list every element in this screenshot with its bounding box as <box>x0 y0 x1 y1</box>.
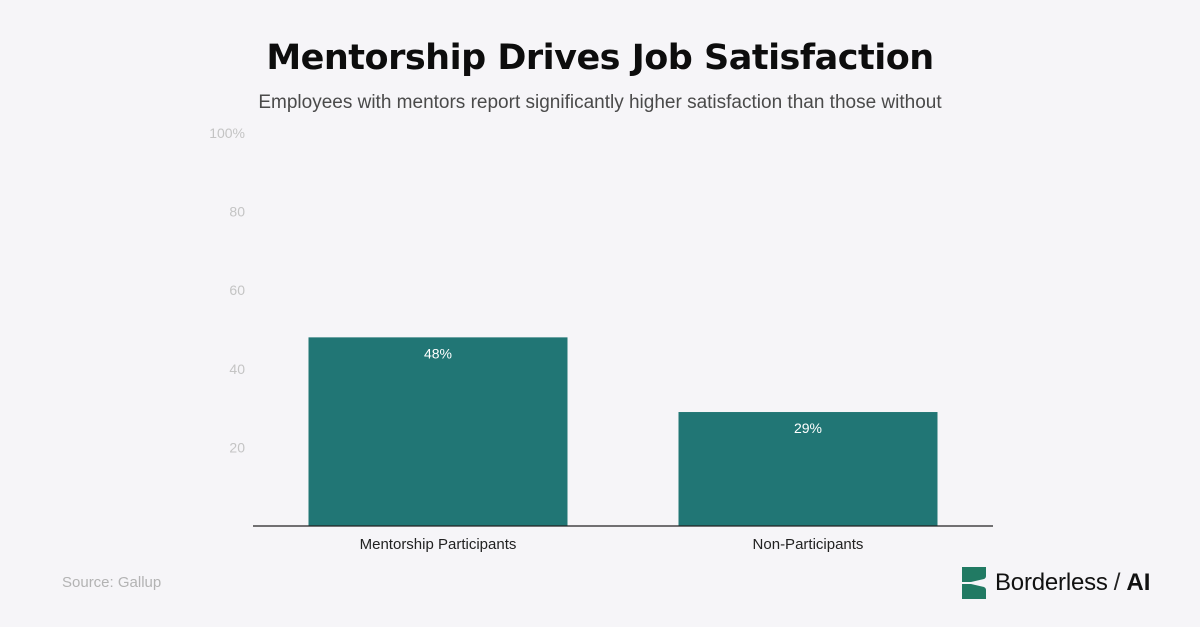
y-tick-label: 20 <box>229 439 245 455</box>
y-tick-label: 100% <box>209 125 245 141</box>
x-tick-label: Mentorship Participants <box>360 536 517 553</box>
y-tick-label: 80 <box>229 204 245 220</box>
bar-value-label: 29% <box>794 420 822 436</box>
y-tick-label: 40 <box>229 361 245 377</box>
bar <box>308 337 568 526</box>
brand-separator: / <box>1113 569 1121 596</box>
brand-suffix: AI <box>1126 569 1151 596</box>
bar <box>678 412 938 526</box>
brand-name: Borderless <box>995 569 1108 596</box>
bar-value-label: 48% <box>424 345 452 361</box>
x-tick-label: Non-Participants <box>753 536 864 553</box>
chart-subtitle: Employees with mentors report significan… <box>258 92 942 113</box>
y-tick-label: 60 <box>229 282 245 298</box>
brand-logo: Borderless / AI <box>962 566 1150 600</box>
borderless-logo-icon <box>962 567 986 599</box>
source-note: Source: Gallup <box>62 574 162 591</box>
chart-title: Mentorship Drives Job Satisfaction <box>266 38 934 78</box>
